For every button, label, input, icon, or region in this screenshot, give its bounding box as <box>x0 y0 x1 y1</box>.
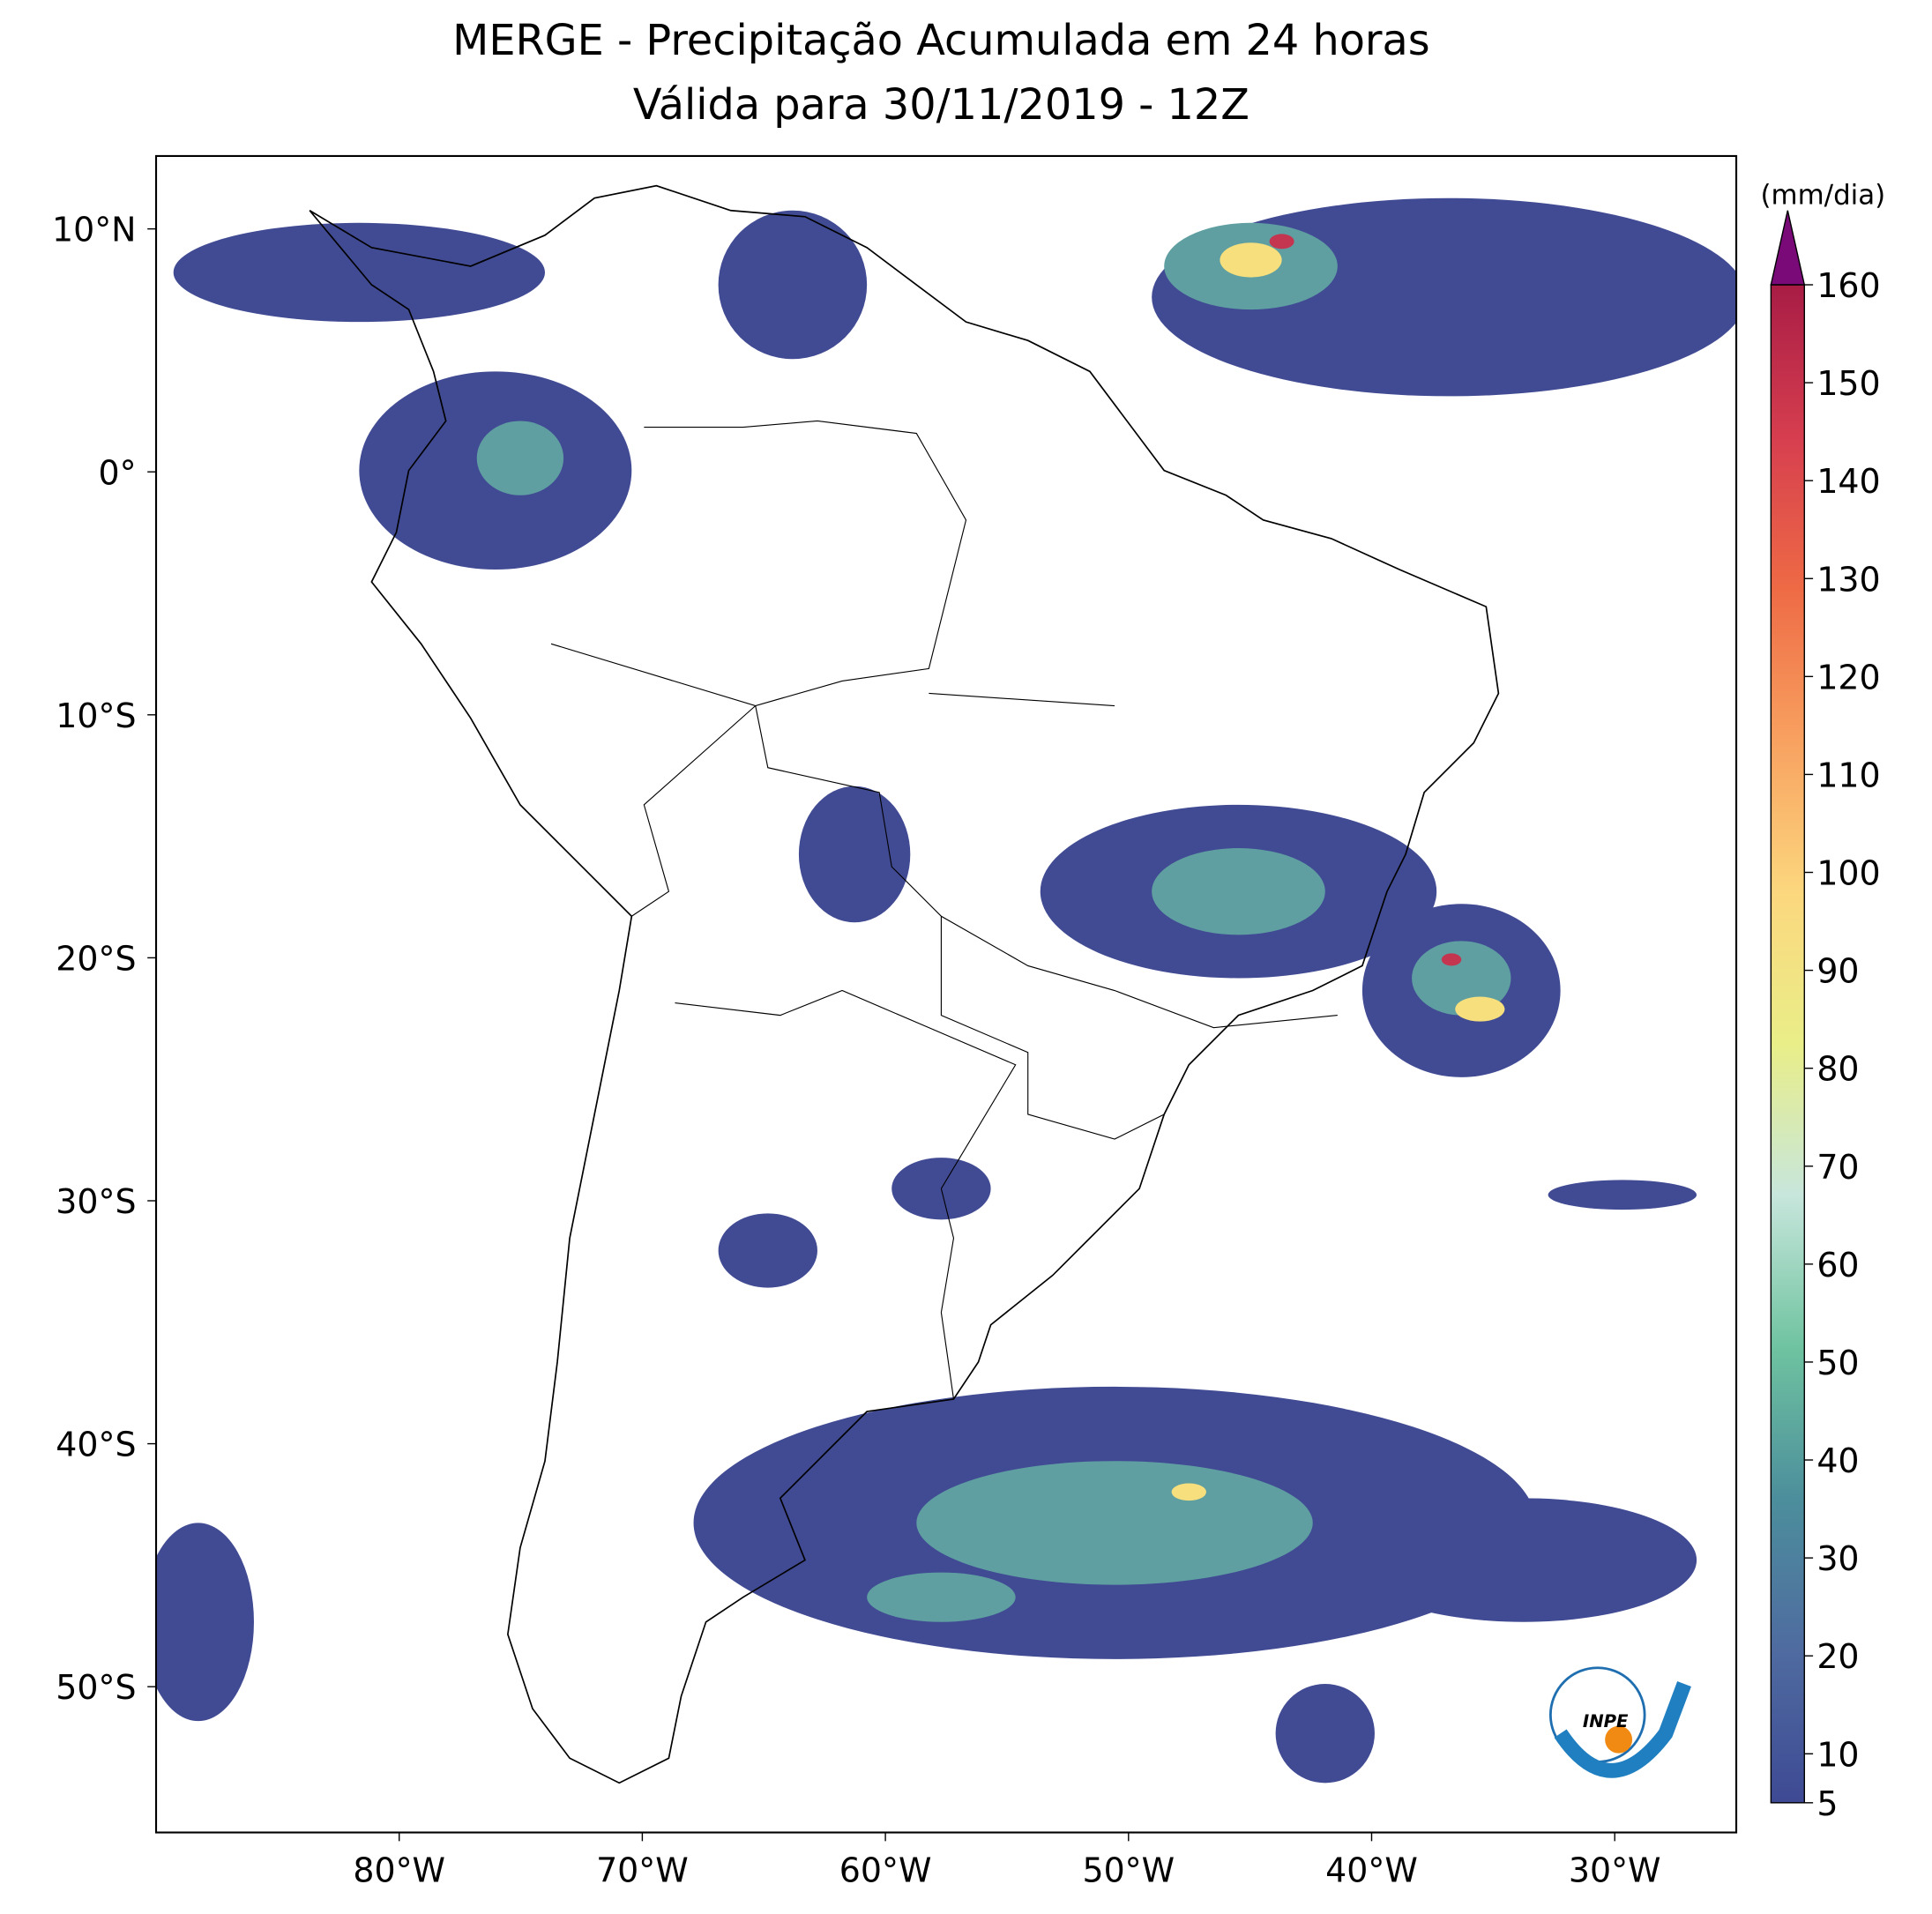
x-tick-label: 70°W <box>596 1851 689 1890</box>
colorbar-tick-label: 60 <box>1816 1246 1859 1285</box>
colorbar-tick-label: 30 <box>1816 1539 1859 1578</box>
y-tick-label: 40°S <box>56 1426 136 1464</box>
logo: INPE <box>1548 1666 1691 1778</box>
y-tick-label: 30°S <box>56 1182 136 1221</box>
rain-moderate <box>476 222 1511 1622</box>
x-tick-label: 60°W <box>839 1851 932 1890</box>
rain-heavy <box>1171 242 1505 1501</box>
borders <box>550 420 1338 1400</box>
colorbar-tick-label: 140 <box>1816 462 1880 501</box>
y-tick-label: 50°S <box>56 1668 136 1707</box>
title: MERGE - Precipitação Acumulada em 24 hor… <box>452 17 1430 65</box>
colorbar <box>1770 284 1805 1804</box>
colorbar-tick-label: 160 <box>1816 266 1880 305</box>
colorbar-tick-label: 150 <box>1816 364 1880 403</box>
colorbar-tick-label: 20 <box>1816 1637 1859 1676</box>
colorbar-tick-label: 90 <box>1816 952 1859 991</box>
colorbar-tick-label: 80 <box>1816 1050 1859 1089</box>
colorbar-tick-label: 100 <box>1816 854 1880 893</box>
x-tick-label: 30°W <box>1569 1851 1661 1890</box>
y-tick-label: 10°N <box>52 211 137 249</box>
subtitle: Válida para 30/11/2019 - 12Z <box>633 81 1249 130</box>
x-tick-label: 80°W <box>353 1851 445 1890</box>
colorbar-extension <box>1770 210 1806 286</box>
rain-extreme <box>1269 234 1462 966</box>
y-tick-label: 0° <box>98 453 136 492</box>
colorbar-tick-label: 70 <box>1816 1148 1859 1187</box>
colorbar-tick-label: 130 <box>1816 560 1880 599</box>
colorbar-label: (mm/dia) <box>1760 180 1885 212</box>
coastline <box>309 184 1500 1784</box>
y-tick-label: 10°S <box>56 696 136 735</box>
colorbar-tick-label: 120 <box>1816 658 1880 696</box>
y-tick-label: 20°S <box>56 939 136 978</box>
colorbar-tick-label: 50 <box>1816 1344 1859 1382</box>
precipitation <box>156 197 1737 1784</box>
map-frame <box>154 154 1738 1834</box>
x-tick-label: 40°W <box>1325 1851 1418 1890</box>
colorbar-tick-label: 40 <box>1816 1441 1859 1480</box>
colorbar-tick-label: 110 <box>1816 756 1880 794</box>
colorbar-tick-label: 5 <box>1816 1784 1838 1823</box>
colorbar-tick-label: 10 <box>1816 1735 1859 1774</box>
logo-text: INPE <box>1583 1711 1629 1732</box>
x-tick-label: 50°W <box>1082 1851 1175 1890</box>
